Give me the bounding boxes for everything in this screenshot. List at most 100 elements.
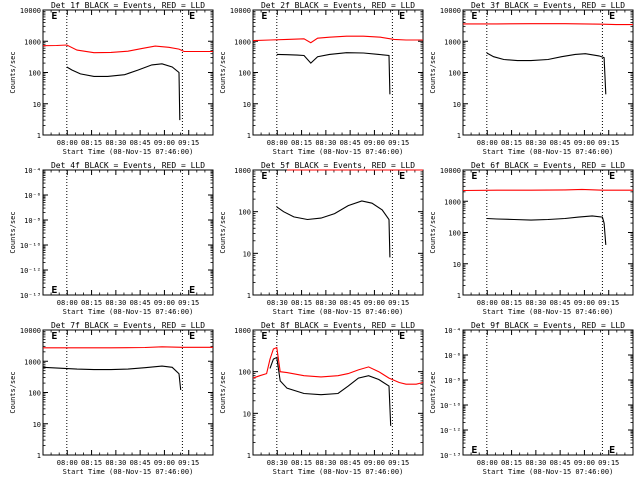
e-marker-annotation: E xyxy=(51,285,57,296)
e-marker-annotation: E xyxy=(609,171,615,182)
y-tick-label: 100 xyxy=(28,390,41,398)
x-tick-label: 08:45 xyxy=(550,299,571,307)
panel-title: Det 8f BLACK = Events, RED = LLD xyxy=(261,321,415,330)
events-series-line xyxy=(269,356,392,426)
x-axis-label: Start Time (08-Nov-15 07:46:00) xyxy=(273,468,404,476)
panel-title: Det 3f BLACK = Events, RED = LLD xyxy=(471,1,625,10)
y-tick-label: 1 xyxy=(37,132,41,140)
panel-title: Det 2f BLACK = Events, RED = LLD xyxy=(261,1,415,10)
x-tick-label: 08:30 xyxy=(315,299,336,307)
y-axis-label: Counts/sec xyxy=(219,51,227,93)
e-marker-annotation: E xyxy=(189,331,195,342)
panel-title: Det 4f BLACK = Events, RED = LLD xyxy=(51,161,205,170)
y-tick-label: 1000 xyxy=(24,358,41,366)
y-tick-label: 1000 xyxy=(234,167,251,175)
detector-panel-9: Det 9f BLACK = Events, RED = LLD 10⁻¹³ 10⁻… xyxy=(429,321,634,476)
x-tick-label: 09:15 xyxy=(598,139,619,147)
e-marker-annotation: E xyxy=(399,171,405,182)
x-axis-label: Start Time (08-Nov-15 07:46:00) xyxy=(483,308,614,316)
x-tick-label: 08:45 xyxy=(130,299,151,307)
x-tick-label: 09:15 xyxy=(598,459,619,467)
e-marker-annotation: E xyxy=(261,11,267,22)
x-tick-label: 09:00 xyxy=(154,139,175,147)
detector-panel-4: Det 4f BLACK = Events, RED = LLD 10⁻¹³ 10⁻… xyxy=(9,161,214,316)
y-axis-label: Counts/sec xyxy=(219,211,227,253)
x-tick-label: 08:15 xyxy=(81,459,102,467)
y-tick-label: 100 xyxy=(448,230,461,238)
y-tick-label: 10⁻¹³ xyxy=(440,452,461,460)
x-tick-label: 09:00 xyxy=(364,299,385,307)
x-tick-label: 08:45 xyxy=(550,459,571,467)
x-tick-label: 09:15 xyxy=(178,139,199,147)
y-tick-label: 10 xyxy=(453,101,461,109)
e-marker-annotation: E xyxy=(261,331,267,342)
y-tick-label: 10⁻¹² xyxy=(440,427,461,435)
y-tick-label: 10 xyxy=(33,421,41,429)
x-axis-label: Start Time (08-Nov-15 07:46:00) xyxy=(483,468,614,476)
x-tick-label: 08:00 xyxy=(477,299,498,307)
x-axis-label: Start Time (08-Nov-15 07:46:00) xyxy=(273,308,404,316)
e-marker-annotation: E xyxy=(51,331,57,342)
x-tick-label: 08:30 xyxy=(315,139,336,147)
x-tick-label: 08:00 xyxy=(57,299,78,307)
y-tick-label: 10000 xyxy=(440,7,461,15)
y-tick-label: 10⁻⁸ xyxy=(24,217,41,225)
x-tick-label: 08:30 xyxy=(525,299,546,307)
plot-frame xyxy=(252,329,424,456)
x-tick-label: 09:15 xyxy=(388,139,409,147)
y-tick-label: 1 xyxy=(457,132,461,140)
lld-series-line xyxy=(463,23,633,26)
y-tick-label: 10 xyxy=(33,101,41,109)
panel-title: Det 1f BLACK = Events, RED = LLD xyxy=(51,1,205,10)
y-tick-label: 10 xyxy=(453,261,461,269)
lld-series-line xyxy=(462,188,633,192)
events-series-line xyxy=(276,52,391,95)
x-tick-label: 08:30 xyxy=(315,459,336,467)
x-tick-label: 09:15 xyxy=(178,299,199,307)
e-marker-annotation: E xyxy=(471,11,477,22)
y-tick-label: 10⁻¹⁰ xyxy=(440,402,461,410)
x-tick-label: 08:30 xyxy=(525,139,546,147)
detector-panel-6: Det 6f BLACK = Events, RED = LLD 1 10 100 10… xyxy=(429,161,634,316)
y-tick-label: 1 xyxy=(247,292,251,300)
x-tick-label: 08:45 xyxy=(340,139,361,147)
x-tick-label: 09:00 xyxy=(574,139,595,147)
y-axis-label: Counts/sec xyxy=(219,371,227,413)
detector-panel-2: Det 2f BLACK = Events, RED = LLD 1 10 100 10… xyxy=(219,1,424,156)
y-tick-label: 10⁻⁸ xyxy=(444,377,461,385)
y-tick-label: 100 xyxy=(448,70,461,78)
y-tick-label: 10⁻⁴ xyxy=(24,167,41,175)
events-series-line xyxy=(486,215,607,245)
plot-frame xyxy=(42,9,214,136)
panel-title: Det 5f BLACK = Events, RED = LLD xyxy=(261,161,415,170)
x-tick-label: 08:45 xyxy=(550,139,571,147)
x-axis-label: Start Time (08-Nov-15 07:46:00) xyxy=(63,148,194,156)
events-series-line xyxy=(42,365,182,391)
x-tick-label: 09:00 xyxy=(154,459,175,467)
y-tick-label: 10⁻¹⁰ xyxy=(20,242,41,250)
events-series-line xyxy=(66,63,181,121)
plot-frame xyxy=(462,169,634,296)
x-tick-label: 08:15 xyxy=(81,139,102,147)
y-axis-label: Counts/sec xyxy=(429,51,437,93)
x-tick-label: 09:15 xyxy=(388,299,409,307)
y-tick-label: 1000 xyxy=(234,327,251,335)
x-tick-label: 08:30 xyxy=(105,139,126,147)
x-tick-label: 09:00 xyxy=(364,139,385,147)
y-tick-label: 1000 xyxy=(444,38,461,46)
y-tick-label: 100 xyxy=(238,369,251,377)
y-tick-label: 1 xyxy=(247,132,251,140)
x-tick-label: 08:45 xyxy=(340,459,361,467)
y-tick-label: 10 xyxy=(243,250,251,258)
x-tick-label: 08:45 xyxy=(130,139,151,147)
x-tick-label: 08:15 xyxy=(81,299,102,307)
events-series-line xyxy=(276,200,391,258)
e-marker-annotation: E xyxy=(471,445,477,456)
x-tick-label: 08:15 xyxy=(291,459,312,467)
y-tick-label: 10000 xyxy=(230,7,251,15)
y-axis-label: Counts/sec xyxy=(429,371,437,413)
e-marker-annotation: E xyxy=(189,11,195,22)
e-marker-annotation: E xyxy=(399,11,405,22)
y-tick-label: 10 xyxy=(243,101,251,109)
lld-series-line xyxy=(43,346,213,349)
